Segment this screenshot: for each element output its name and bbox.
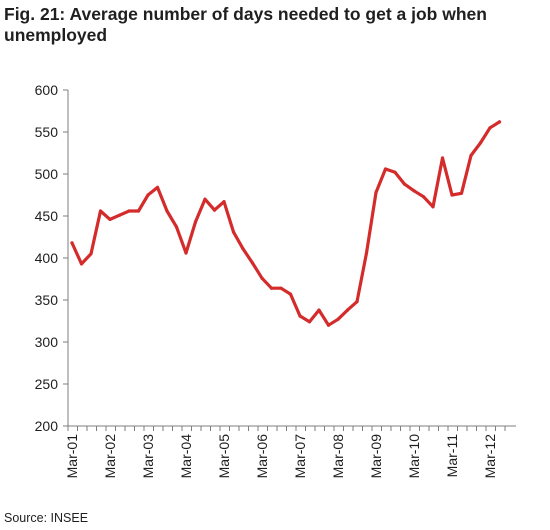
x-axis: Mar-01 Mar-02 Mar-03 Mar-04 Mar-05 Mar-06 Mar-… <box>64 425 516 479</box>
data-point <box>364 251 369 255</box>
data-point <box>89 252 93 256</box>
y-tick-label: 200 <box>35 418 59 434</box>
chart-title: Fig. 21: Average number of days needed t… <box>4 4 487 45</box>
data-point <box>98 209 103 213</box>
series-group <box>70 120 502 327</box>
y-tick-label: 400 <box>35 250 59 266</box>
data-point <box>393 170 397 174</box>
data-point <box>193 220 198 224</box>
data-point <box>70 241 74 245</box>
data-point <box>260 276 264 280</box>
data-point <box>222 200 226 204</box>
x-tick-label: Mar-03 <box>140 434 156 479</box>
x-tick-label: Mar-07 <box>292 434 308 479</box>
data-point <box>450 193 454 197</box>
data-point <box>241 247 245 251</box>
x-tick-label: Mar-11 <box>444 434 460 478</box>
data-point <box>298 314 302 318</box>
data-point <box>440 156 445 160</box>
x-tick-label: Mar-04 <box>178 434 194 479</box>
data-point <box>79 262 84 266</box>
y-tick-label: 350 <box>35 292 59 308</box>
x-tick-label: Mar-09 <box>368 434 384 479</box>
y-tick-label: 600 <box>35 82 59 98</box>
y-tick-label: 450 <box>35 208 59 224</box>
data-point <box>402 182 407 186</box>
x-tick-label: Mar-08 <box>330 434 346 479</box>
data-point <box>355 300 359 304</box>
data-point <box>250 261 255 265</box>
data-point <box>317 308 321 312</box>
x-tick-label: Mar-02 <box>102 434 118 479</box>
data-point <box>117 213 122 217</box>
data-point <box>345 308 350 312</box>
data-point <box>231 230 236 234</box>
data-point <box>203 197 207 201</box>
data-point <box>497 120 502 124</box>
x-tick-label: Mar-06 <box>254 434 270 479</box>
data-point <box>212 208 217 212</box>
data-point <box>374 190 378 195</box>
data-point <box>336 317 340 321</box>
data-point <box>459 191 464 195</box>
y-tick-label: 550 <box>35 124 59 140</box>
data-point <box>412 189 416 193</box>
data-point <box>108 217 112 221</box>
data-point <box>478 141 483 145</box>
data-point <box>279 286 283 290</box>
y-axis: 600 550 500 450 400 350 300 250 200 <box>35 82 69 434</box>
series-line <box>70 120 502 327</box>
x-tick-label: Mar-10 <box>406 434 422 479</box>
x-tick-label: Mar-01 <box>64 434 80 479</box>
data-point <box>146 193 150 197</box>
data-point <box>136 209 141 213</box>
data-point <box>165 209 169 213</box>
data-point <box>127 209 131 213</box>
data-point <box>383 167 388 171</box>
source-note: Source: INSEE <box>4 511 89 525</box>
x-tick-label: Mar-05 <box>216 434 232 479</box>
data-point <box>184 251 188 255</box>
data-point <box>174 225 179 229</box>
data-point <box>469 153 473 158</box>
y-tick-label: 500 <box>35 166 59 182</box>
data-point <box>288 292 293 296</box>
data-point <box>488 126 492 130</box>
data-point <box>326 323 331 327</box>
data-point <box>155 185 160 189</box>
data-point <box>269 286 274 290</box>
y-tick-label: 300 <box>35 334 59 350</box>
data-point <box>431 205 435 209</box>
x-tick-label: Mar-12 <box>482 434 498 479</box>
data-point <box>307 320 312 324</box>
data-point <box>421 195 426 199</box>
y-tick-label: 250 <box>35 376 59 392</box>
